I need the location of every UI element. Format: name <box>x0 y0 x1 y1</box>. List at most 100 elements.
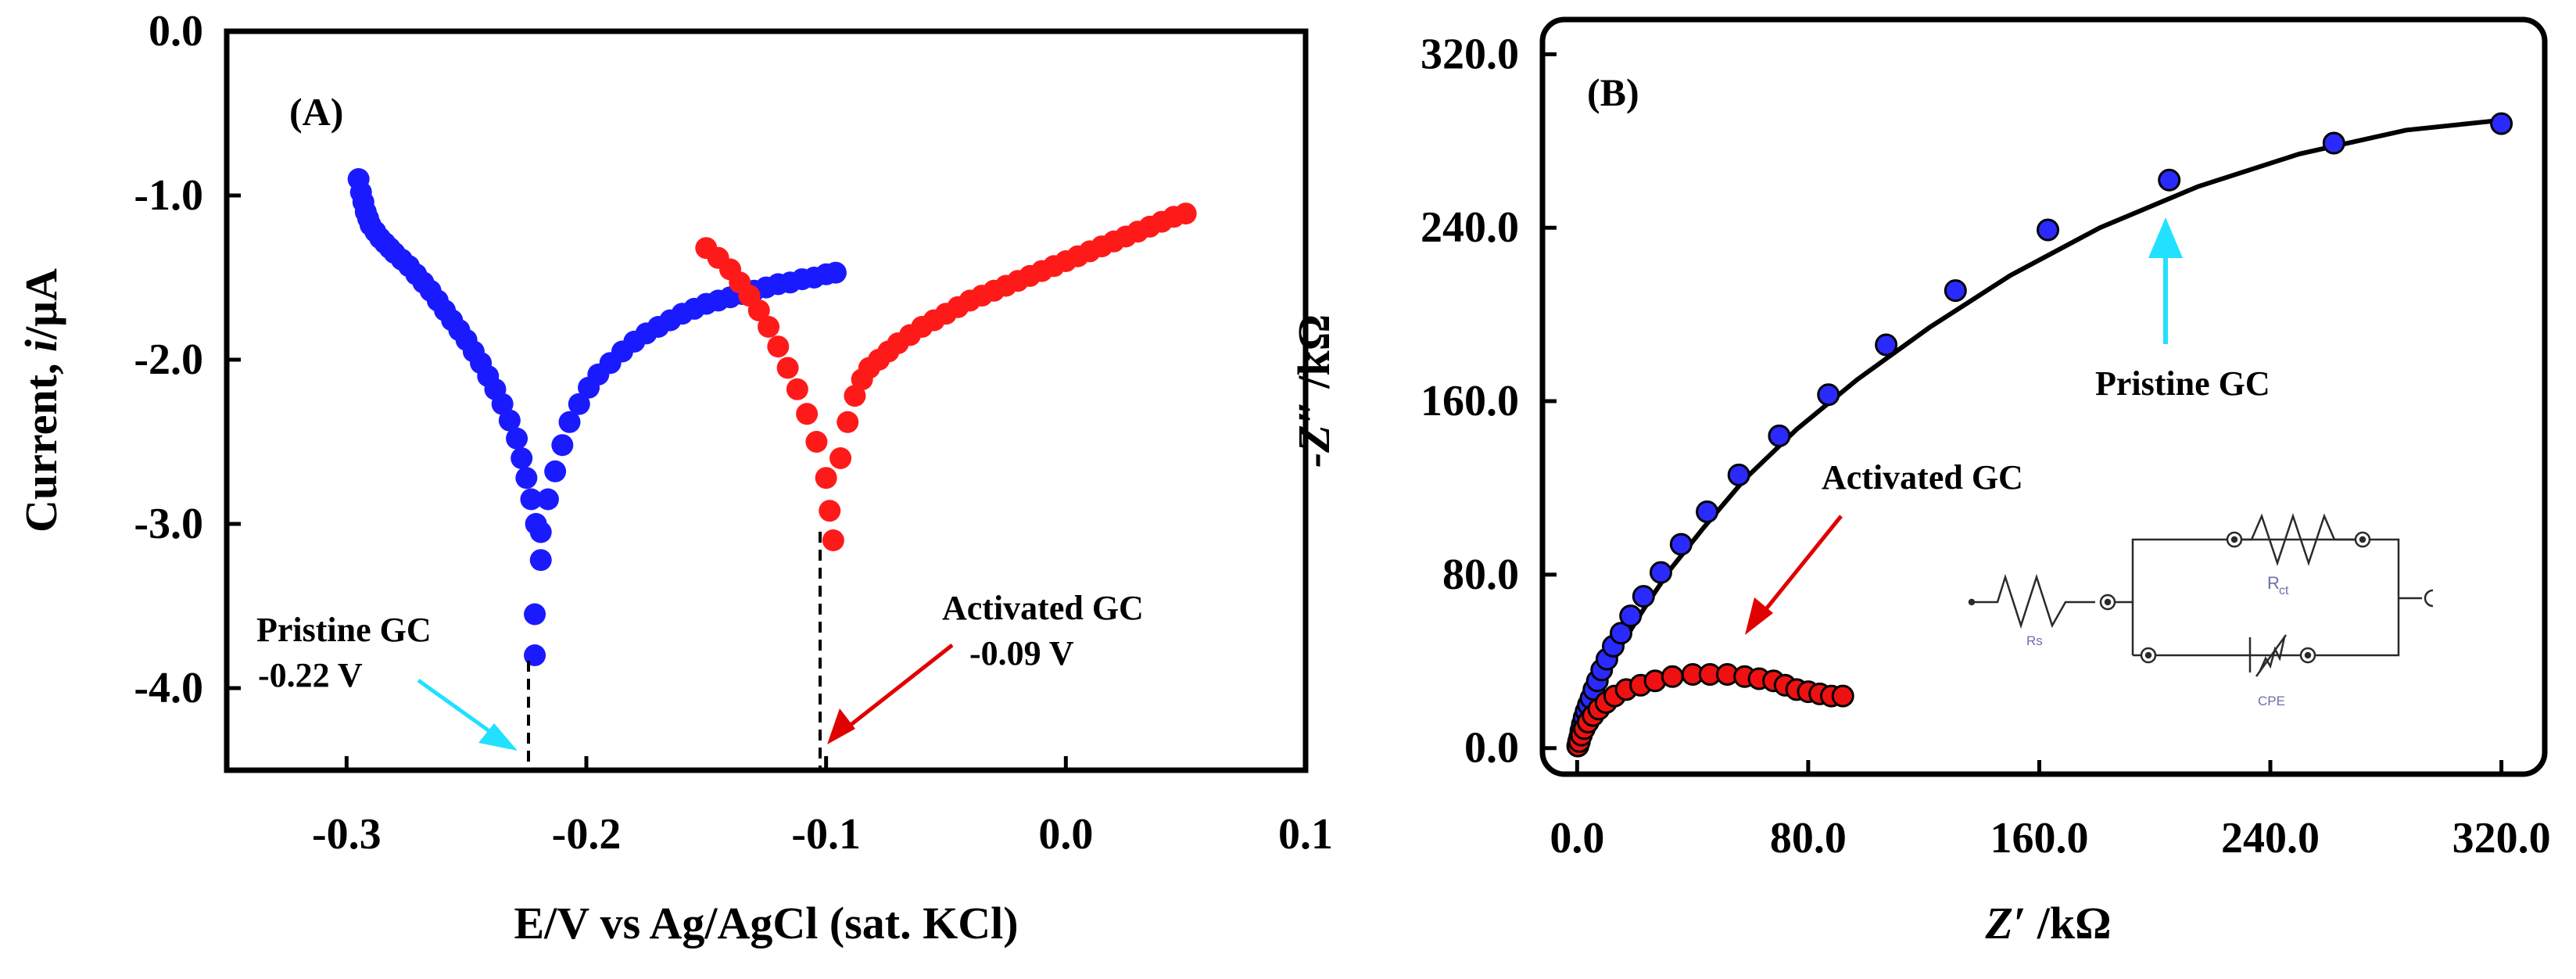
x-tick-label-b-4: 320.0 <box>2452 814 2551 862</box>
point-a-activated-13 <box>819 500 841 522</box>
circuit-node-1-dot <box>2104 598 2112 606</box>
x-axis-title-a: E/V vs Ag/AgCl (sat. KCl) <box>514 898 1018 949</box>
point-b-pristine-22 <box>1817 383 1840 407</box>
data-points-a <box>347 168 1197 666</box>
y-axis-title-a-prefix: Current, <box>16 352 66 533</box>
point-b-pristine-28 <box>2490 112 2513 135</box>
x-tick-label-a-4: 0.1 <box>1278 810 1333 859</box>
point-a-pristine-36 <box>536 488 559 511</box>
wire-branch-frame <box>2131 538 2400 657</box>
point-a-activated-46 <box>1174 203 1197 225</box>
x-tick-labels-b: 0.0 80.0 160.0 240.0 320.0 <box>1550 814 2550 862</box>
data-points-b <box>1566 112 2513 758</box>
point-b-pristine-20 <box>1727 463 1750 486</box>
annotation-pristine-label-b: Pristine GC <box>2095 364 2270 403</box>
point-b-pristine-24 <box>1944 279 1967 303</box>
point-a-pristine-40 <box>568 393 590 415</box>
point-b-activated-12 <box>1661 665 1684 688</box>
y-tick-label-a-1: -1.0 <box>134 171 203 220</box>
y-tick-label-a-0: 0.0 <box>149 7 203 56</box>
point-b-pristine-21 <box>1768 424 1791 447</box>
point-a-activated-14 <box>822 529 844 551</box>
circuit-label-cpe: CPE <box>2258 694 2285 708</box>
fit-curve-pristine <box>1575 117 2510 749</box>
point-a-activated-10 <box>796 403 819 425</box>
x-axis-title-b: Z′ /kΩ <box>1984 898 2111 949</box>
equivalent-circuit-inset <box>1968 513 2434 677</box>
point-b-pristine-19 <box>1696 500 1719 523</box>
circuit-node-5-dot <box>2304 651 2312 659</box>
annotation-activated-value-a: -0.09 V <box>969 634 1074 672</box>
y-axis-title-a-suffix: /μA <box>16 268 66 340</box>
cpe-diagonal <box>2255 634 2288 677</box>
point-a-pristine-30 <box>520 488 543 511</box>
circuit-terminal-right <box>2424 589 2434 608</box>
point-b-pristine-17 <box>1649 561 1672 584</box>
point-a-pristine-35 <box>529 521 552 543</box>
point-a-pristine-29 <box>515 467 538 490</box>
point-a-pristine-27 <box>506 427 528 450</box>
y-tick-label-a-4: -4.0 <box>134 664 203 712</box>
annotation-activated-arrowhead-b <box>1745 597 1773 635</box>
point-a-activated-9 <box>786 378 808 400</box>
x-tick-label-b-1: 80.0 <box>1770 814 1847 862</box>
point-a-activated-6 <box>758 316 780 338</box>
circuit-node-4-dot <box>2144 651 2152 659</box>
point-a-activated-7 <box>767 335 790 358</box>
x-tick-label-a-0: -0.3 <box>312 810 382 859</box>
point-a-pristine-33 <box>524 603 546 626</box>
point-a-activated-15 <box>829 447 852 469</box>
circuit-node-3-dot <box>2359 536 2366 543</box>
point-a-activated-11 <box>805 431 828 453</box>
y-tick-labels-b: 0.0 80.0 160.0 240.0 320.0 <box>1421 30 1519 772</box>
x-tick-label-a-2: -0.1 <box>791 810 861 859</box>
annotation-pristine-arrowhead-a <box>478 723 518 751</box>
point-b-pristine-16 <box>1632 585 1655 608</box>
annotation-pristine-arrow-a <box>417 678 502 741</box>
x-tick-marks-a <box>344 756 1308 770</box>
x-tick-label-a-1: -0.2 <box>552 810 622 859</box>
x-tick-label-b-0: 0.0 <box>1550 814 1604 862</box>
y-axis-title-b-suffix: /kΩ <box>1288 314 1339 400</box>
annotation-pristine-arrowhead-b <box>2148 217 2183 258</box>
x-axis-title-b-italic: Z′ <box>1984 898 2026 949</box>
chart-panel-b: 0.0 80.0 160.0 240.0 320.0 0.0 80.0 160.0 240.0… <box>1288 16 2551 949</box>
point-a-pristine-62 <box>824 261 847 284</box>
y-tick-label-b-0: 0.0 <box>1464 724 1519 773</box>
point-a-activated-17 <box>844 385 866 407</box>
x-tick-label-a-3: 0.0 <box>1038 810 1093 859</box>
annotation-activated-arrow-b <box>1757 515 1843 619</box>
annotation-activated-arrowhead-a <box>827 708 855 744</box>
point-a-pristine-39 <box>558 411 581 433</box>
point-b-pristine-18 <box>1669 533 1693 556</box>
panel-label-b: (B) <box>1587 70 1639 114</box>
circuit-terminal-left <box>1968 598 1976 606</box>
point-b-pristine-15 <box>1619 604 1643 628</box>
point-b-pristine-26 <box>2158 168 2181 192</box>
x-tick-label-b-3: 240.0 <box>2221 814 2320 862</box>
resistor-rs <box>1974 573 2095 629</box>
point-a-activated-5 <box>747 299 770 321</box>
annotation-pristine-value-a: -0.22 V <box>258 656 363 694</box>
annotation-activated-label-b: Activated GC <box>1822 458 2023 497</box>
y-tick-label-b-3: 240.0 <box>1421 203 1519 252</box>
x-tick-label-b-2: 160.0 <box>1990 814 2088 862</box>
y-tick-labels-a: 0.0 -1.0 -2.0 -3.0 -4.0 <box>134 7 203 712</box>
circuit-label-rs: Rs <box>2026 633 2043 648</box>
plot-frame-b <box>1539 16 2548 777</box>
y-tick-label-b-1: 80.0 <box>1442 550 1519 599</box>
point-a-activated-8 <box>776 357 799 379</box>
point-b-pristine-25 <box>2037 218 2060 242</box>
cpe-zigzag <box>2258 637 2286 673</box>
point-a-activated-16 <box>837 411 859 433</box>
point-a-activated-12 <box>815 467 837 490</box>
y-tick-label-b-2: 160.0 <box>1421 377 1519 425</box>
point-a-pristine-37 <box>544 460 567 482</box>
circuit-label-rct-sub: ct <box>2279 584 2289 597</box>
annotation-pristine-label-a: Pristine GC <box>256 611 432 649</box>
point-b-activated-24 <box>1831 684 1854 708</box>
point-a-pristine-32 <box>529 549 552 572</box>
y-tick-marks-b <box>1542 52 1557 751</box>
annotation-activated-arrow-a <box>841 644 954 733</box>
plot-frame-a <box>224 28 1309 773</box>
